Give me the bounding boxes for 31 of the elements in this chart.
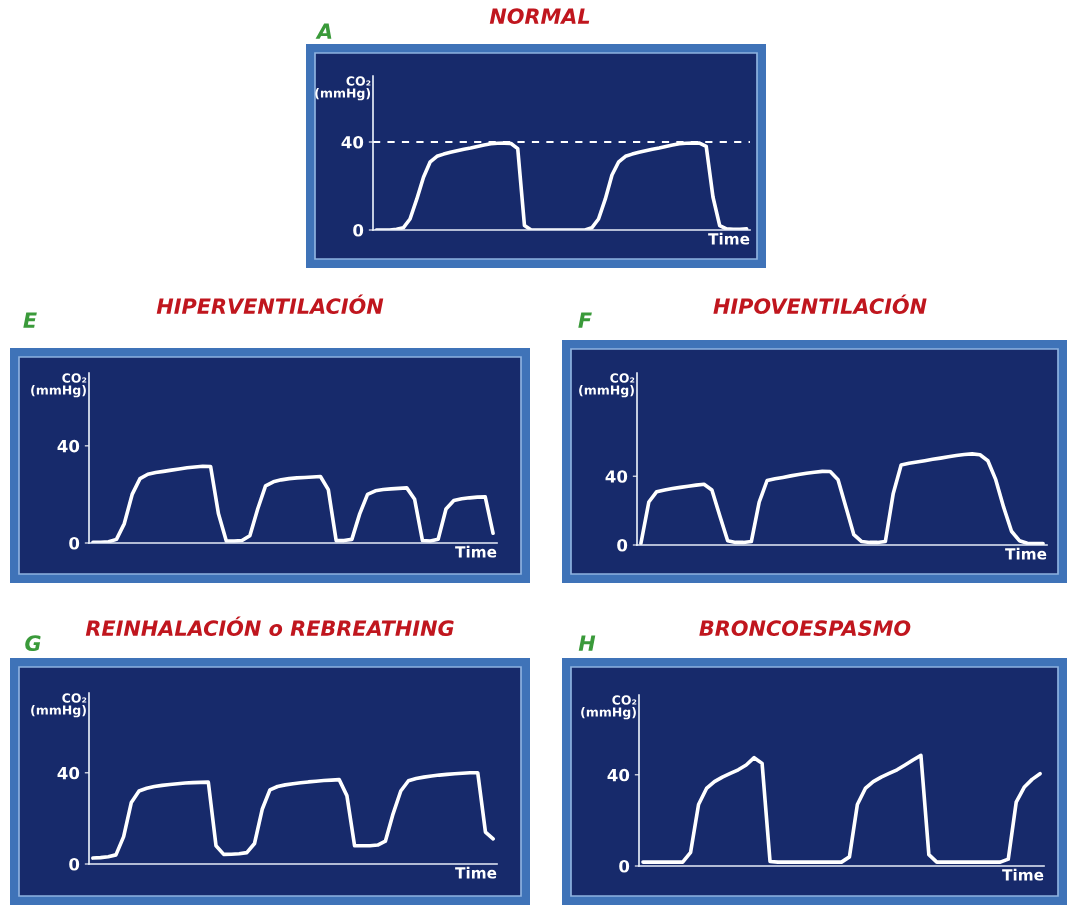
y-tick-label: 0	[69, 857, 80, 871]
y-tick-label: 40	[57, 766, 80, 780]
text: H	[578, 635, 596, 651]
x-axis-title: Time	[455, 866, 497, 879]
text: E	[23, 312, 37, 328]
y-tick-label: 0	[353, 223, 364, 237]
chart-title: NORMAL	[489, 8, 590, 25]
y-tick-label: 0	[619, 859, 630, 873]
y-axis-title: CO₂ (mmHg)	[31, 693, 87, 718]
y-tick-label: 40	[341, 135, 364, 149]
x-axis-title: Time	[708, 232, 750, 245]
text: G	[25, 635, 41, 652]
x-axis-title: Time	[455, 545, 497, 558]
y-tick-label: 0	[617, 538, 628, 552]
x-axis-title: Time	[1005, 547, 1047, 560]
y-tick-label: 40	[605, 470, 628, 483]
chart-title: HIPOVENTILACIÓN	[713, 294, 927, 315]
y-axis-title: CO₂ (mmHg)	[579, 373, 635, 398]
x-axis-title: Time	[1002, 868, 1044, 881]
y-tick-label: 40	[57, 439, 80, 453]
chart-title: HIPERVENTILACIÓN	[156, 294, 384, 315]
text: A	[315, 23, 332, 39]
y-tick-label: 40	[607, 768, 630, 782]
y-axis-title: CO₂ (mmHg)	[31, 373, 87, 398]
text: F	[578, 312, 592, 328]
chart-title: BRONCOESPASMO	[699, 620, 911, 637]
y-tick-label: 0	[69, 536, 80, 550]
y-axis-title: CO₂ (mmHg)	[315, 76, 371, 101]
line-series	[91, 770, 495, 860]
y-axis-title: CO₂ (mmHg)	[581, 695, 637, 720]
chart-title: REINHALACIÓN o REBREATHING	[85, 616, 454, 637]
